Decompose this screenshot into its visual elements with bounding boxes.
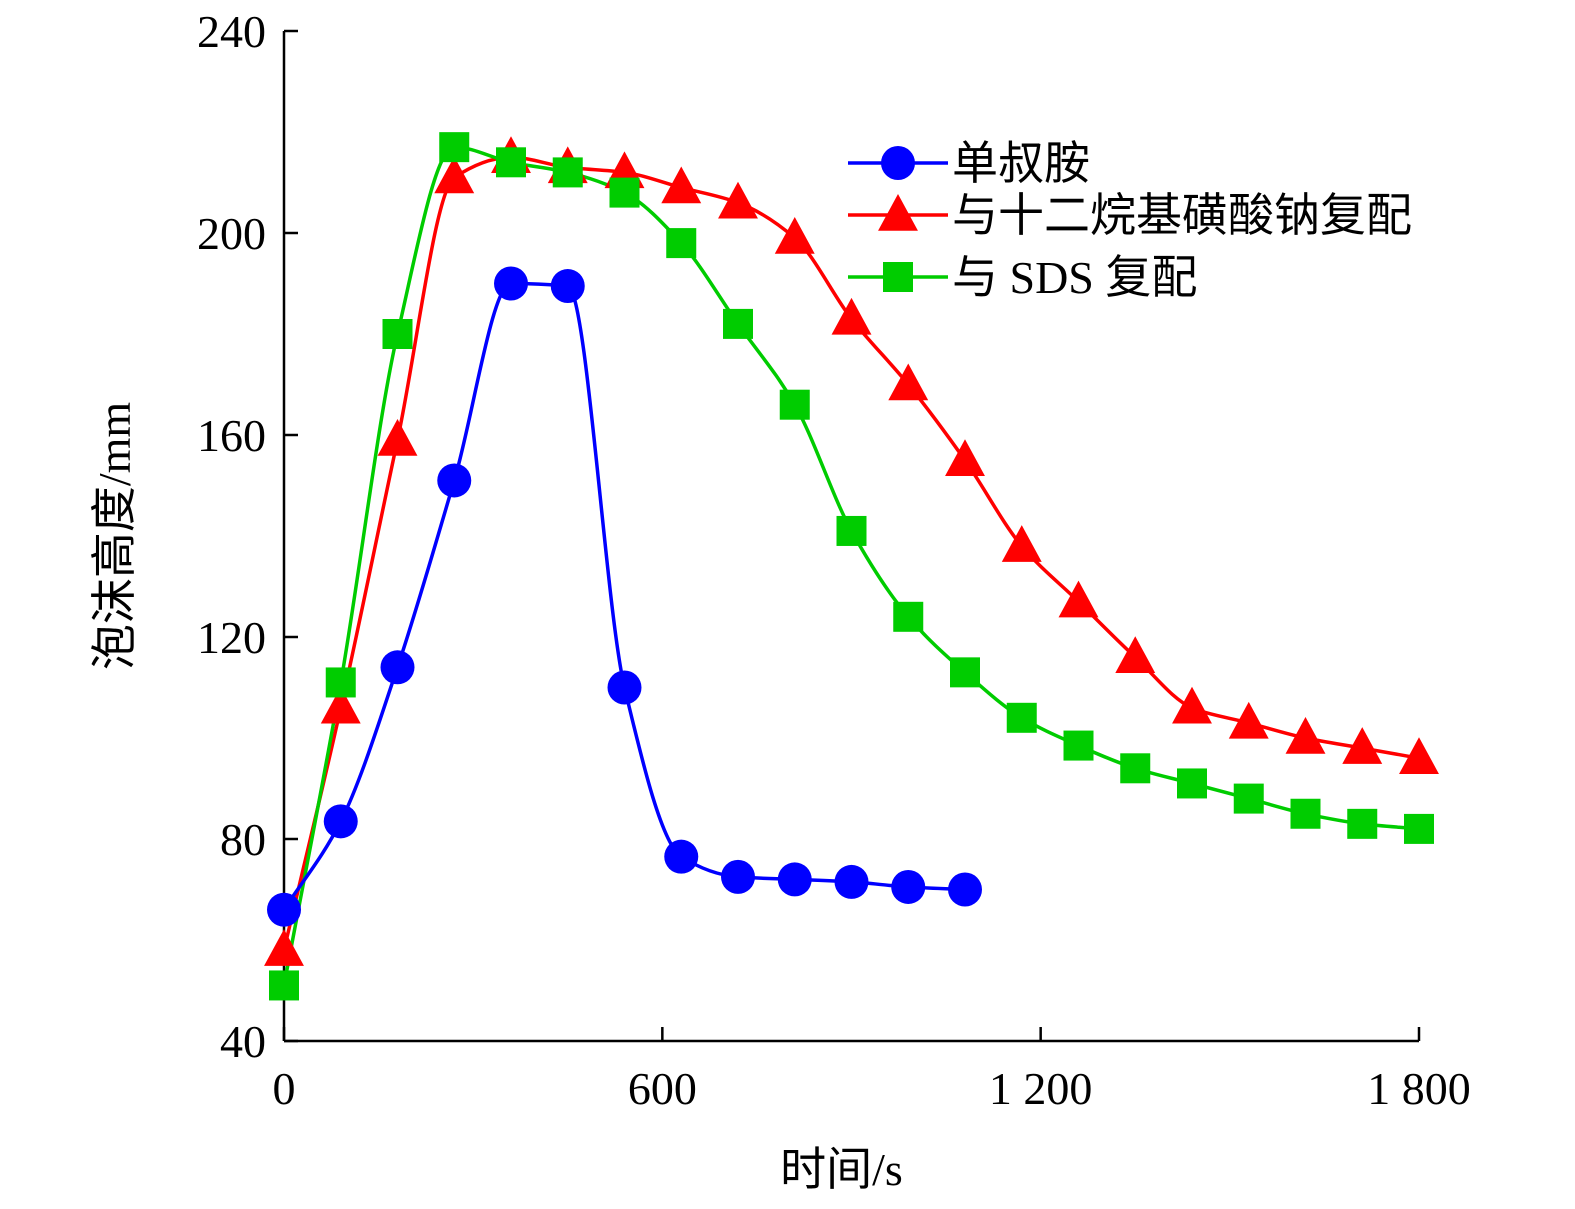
data-point-square [609,177,640,208]
data-point-triangle [1058,580,1099,618]
data-point-triangle [1342,727,1383,764]
data-point-triangle [1115,636,1156,673]
legend-label: 与十二烷基磺酸钠复配 [952,190,1412,241]
legend-marker-circle [881,146,915,180]
data-point-square [496,147,526,178]
legend-marker-triangle [878,194,918,231]
data-point-triangle [1228,701,1269,739]
y-tick-label: 120 [197,612,266,663]
x-tick-label: 0 [273,1063,296,1114]
data-point-triangle [774,217,815,254]
data-point-square [552,157,583,188]
series-line-square [282,145,1420,986]
data-point-triangle [718,181,758,219]
data-point-circle [437,463,472,498]
y-tick-label: 80 [220,814,266,865]
x-tick-label: 1 200 [989,1063,1093,1114]
data-point-square [439,132,470,163]
data-point-circle [777,862,812,897]
data-point-square [1063,730,1094,761]
x-tick-label: 600 [628,1063,697,1114]
data-point-triangle [320,686,361,724]
data-point-triangle [831,297,872,335]
data-point-circle [891,869,926,904]
legend-label: 单叔胺 [952,138,1090,189]
data-point-triangle [1172,686,1212,724]
data-point-square [1404,813,1434,844]
y-axis-title: 泡沫高度/mm [89,402,140,671]
data-point-square [836,515,867,546]
x-tick-label: 1 800 [1367,1063,1471,1114]
x-axis-title: 时间/s [780,1144,903,1195]
data-point-square [269,970,299,1001]
series-markers [264,132,1439,1001]
data-point-triangle [945,439,985,476]
data-point-square [1347,808,1378,839]
axes: 0 600 1 200 1 800 40 80 120 160 200 240 [197,6,1471,1114]
data-point-circle [664,839,699,874]
data-point-circle [323,804,358,839]
data-point-square [325,667,356,698]
data-point-circle [721,859,755,894]
y-tick-label: 240 [197,6,266,57]
legend-marker-square [883,262,913,292]
data-point-circle [834,864,869,899]
data-point-square [1006,702,1037,733]
data-point-triangle [434,156,475,194]
data-point-square [1233,783,1264,814]
data-point-circle [267,892,301,927]
data-point-circle [380,650,415,685]
data-point-triangle [377,419,418,456]
y-tick-label: 200 [197,208,266,259]
data-point-square [1120,753,1151,784]
data-point-triangle [264,929,304,966]
data-point-circle [607,670,642,705]
data-point-square [779,389,810,420]
data-point-triangle [1399,737,1439,774]
data-point-triangle [1001,525,1042,562]
data-point-triangle [888,363,929,401]
series-line-circle [282,281,966,911]
data-point-triangle [661,166,702,204]
data-point-square [666,228,697,259]
data-point-square [1177,768,1207,799]
y-tick-label: 160 [197,410,266,461]
data-point-square [893,601,924,632]
data-point-square [950,657,980,688]
data-point-circle [494,266,528,301]
legend-label: 与 SDS 复配 [952,252,1197,303]
data-point-square [1290,798,1321,829]
data-point-triangle [1285,717,1326,754]
data-point-circle [948,872,982,907]
data-point-square [723,308,753,339]
series-curves [282,145,1420,986]
data-point-square [382,319,413,349]
y-tick-label: 40 [220,1016,266,1067]
data-point-circle [550,269,585,304]
